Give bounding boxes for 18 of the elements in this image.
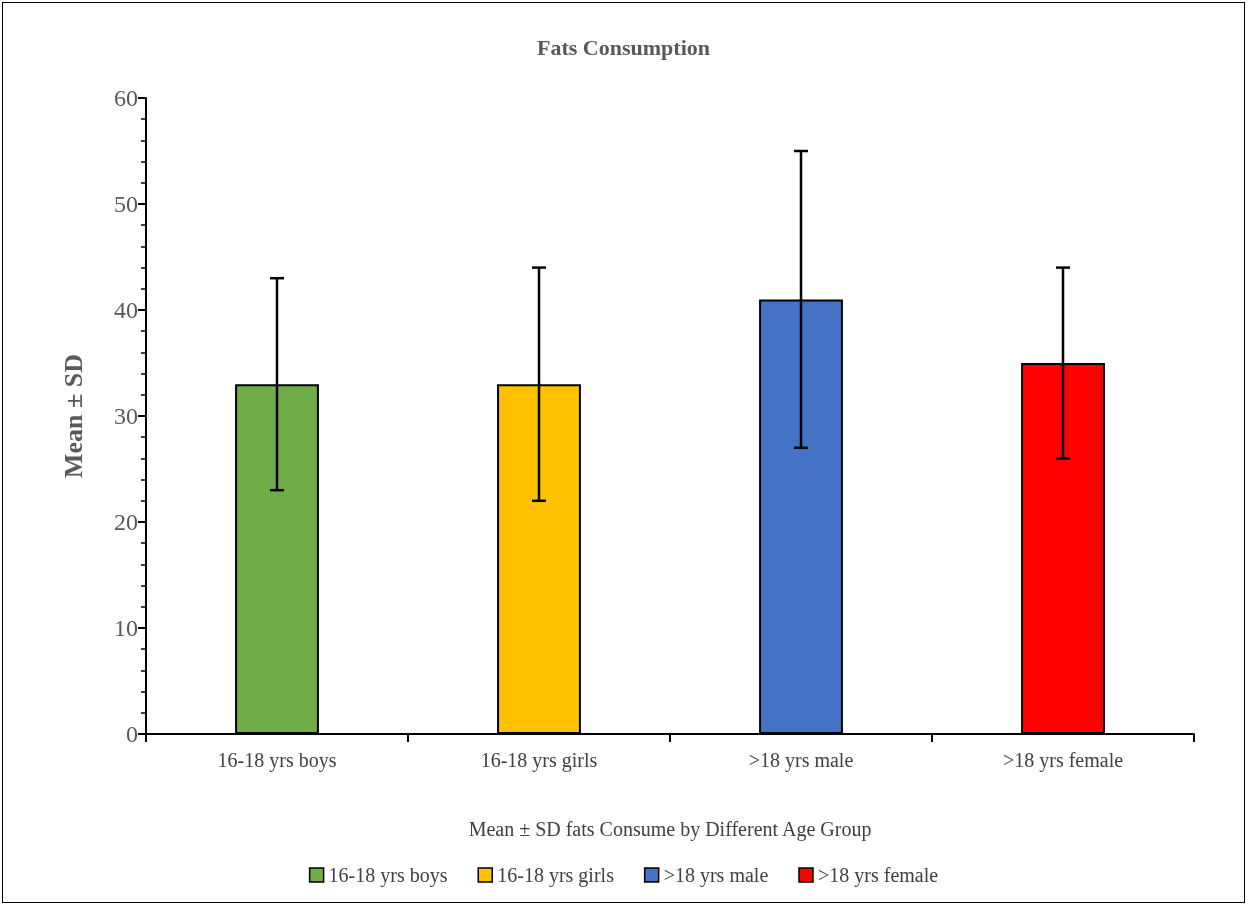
y-tick-label: 40 (114, 297, 138, 323)
y-tick-label: 20 (114, 509, 138, 535)
y-tick-label: 0 (126, 721, 138, 747)
y-tick-label: 60 (114, 85, 138, 111)
legend-label: 16-18 yrs girls (497, 864, 615, 887)
y-tick-label: 30 (114, 403, 138, 429)
y-axis-title: Mean ± SD (58, 353, 88, 479)
x-axis-title: Mean ± SD fats Consume by Different Age Group (468, 818, 872, 841)
x-tick-label: >18 yrs female (1002, 749, 1124, 772)
x-tick-label: 16-18 yrs girls (480, 749, 598, 772)
legend-label: 16-18 yrs boys (328, 864, 448, 887)
y-tick-label: 10 (114, 615, 138, 641)
y-tick-label: 50 (114, 191, 138, 217)
legend-label: >18 yrs female (818, 864, 939, 887)
x-tick-label: 16-18 yrs boys (217, 749, 337, 772)
legend-label: >18 yrs male (663, 864, 769, 887)
chart-title: Fats Consumption (537, 34, 710, 60)
x-tick-label: >18 yrs male (748, 749, 854, 772)
